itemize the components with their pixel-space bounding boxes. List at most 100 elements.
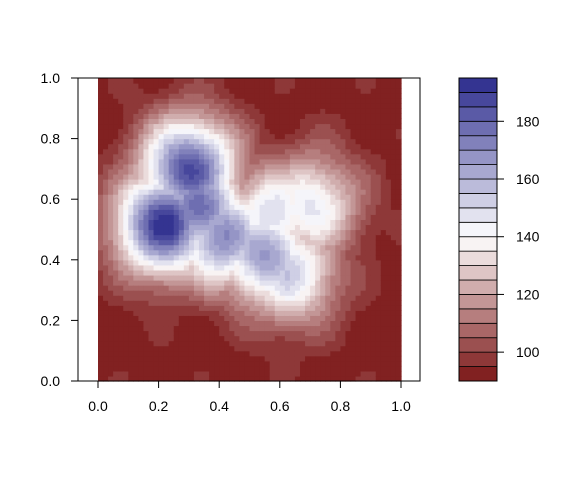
contour-cell: [118, 335, 124, 342]
contour-cell: [219, 194, 225, 200]
contour-cell: [133, 113, 139, 119]
contour-cell: [340, 179, 347, 185]
contour-cell: [395, 340, 402, 347]
contour-cell: [320, 325, 326, 332]
contour-cell: [350, 345, 357, 352]
contour-cell: [360, 199, 367, 205]
contour-cell: [320, 244, 326, 251]
contour-cell: [188, 108, 195, 114]
contour-cell: [385, 153, 392, 160]
contour-cell: [345, 108, 352, 114]
contour-cell: [330, 173, 336, 180]
contour-cell: [350, 224, 357, 231]
contour-cell: [209, 290, 215, 296]
contour-cell: [209, 93, 215, 99]
contour-cell: [320, 163, 326, 170]
contour-cell: [163, 259, 170, 266]
contour-cell: [229, 280, 235, 286]
contour-cell: [350, 93, 357, 99]
contour-cell: [310, 300, 316, 306]
contour-cell: [330, 108, 336, 114]
contour-cell: [98, 335, 104, 342]
contour-cell: [254, 118, 261, 125]
contour-cell: [234, 194, 240, 200]
contour-cell: [330, 300, 336, 306]
contour-cell: [279, 350, 286, 357]
contour-cell: [315, 259, 321, 266]
contour-cell: [143, 209, 150, 215]
contour-cell: [98, 143, 104, 150]
contour-cell: [385, 370, 392, 377]
contour-cell: [264, 123, 271, 130]
contour-cell: [118, 350, 124, 357]
contour-cell: [269, 219, 276, 226]
contour-cell: [305, 184, 311, 190]
contour-cell: [259, 189, 266, 195]
contour-cell: [274, 219, 281, 226]
contour-cell: [350, 219, 357, 226]
contour-cell: [234, 93, 240, 99]
contour-cell: [385, 335, 392, 342]
contour-cell: [158, 179, 165, 185]
contour-cell: [158, 295, 165, 301]
contour-cell: [193, 345, 200, 352]
contour-cell: [310, 209, 316, 215]
contour-cell: [173, 310, 180, 316]
contour-cell: [98, 179, 104, 185]
contour-cell: [289, 153, 296, 160]
contour-cell: [128, 244, 134, 251]
contour-cell: [390, 204, 397, 210]
contour-cell: [330, 280, 336, 286]
contour-cell: [148, 173, 155, 180]
contour-cell: [305, 143, 311, 150]
contour-cell: [103, 234, 109, 241]
contour-cell: [320, 375, 326, 382]
contour-cell: [279, 229, 286, 236]
contour-cell: [249, 204, 256, 210]
contour-cell: [183, 350, 190, 357]
contour-cell: [380, 138, 387, 145]
contour-cell: [113, 315, 119, 321]
contour-cell: [254, 113, 261, 119]
contour-cell: [118, 83, 124, 89]
contour-cell: [118, 375, 124, 382]
contour-cell: [305, 113, 311, 119]
contour-cell: [113, 290, 119, 296]
contour-cell: [138, 229, 145, 236]
contour-cell: [178, 285, 185, 291]
contour-cell: [118, 249, 124, 256]
contour-cell: [310, 78, 316, 84]
contour-cell: [163, 209, 170, 215]
contour-cell: [108, 300, 114, 306]
contour-cell: [118, 158, 124, 165]
contour-cell: [229, 365, 235, 372]
contour-cell: [259, 168, 266, 175]
legend-tick-label: 120: [516, 286, 540, 302]
contour-cell: [315, 280, 321, 286]
contour-cell: [259, 143, 266, 150]
contour-cell: [148, 330, 155, 337]
contour-cell: [264, 108, 271, 114]
contour-cell: [234, 259, 240, 266]
contour-cell: [173, 274, 180, 281]
contour-cell: [209, 340, 215, 347]
contour-cell: [138, 93, 145, 99]
contour-cell: [108, 118, 114, 125]
contour-cell: [300, 320, 306, 327]
contour-cell: [325, 88, 331, 94]
contour-cell: [239, 163, 246, 170]
contour-cell: [350, 290, 357, 296]
contour-cell: [305, 138, 311, 145]
contour-cell: [138, 330, 145, 337]
contour-cell: [113, 310, 119, 316]
contour-cell: [244, 214, 251, 220]
contour-cell: [300, 239, 306, 246]
contour-cell: [390, 234, 397, 241]
contour-cell: [143, 249, 150, 256]
contour-cell: [395, 315, 402, 321]
contour-cell: [239, 148, 246, 155]
contour-cell: [224, 209, 230, 215]
contour-cell: [239, 204, 246, 210]
contour-cell: [98, 264, 104, 271]
contour-cell: [330, 194, 336, 200]
